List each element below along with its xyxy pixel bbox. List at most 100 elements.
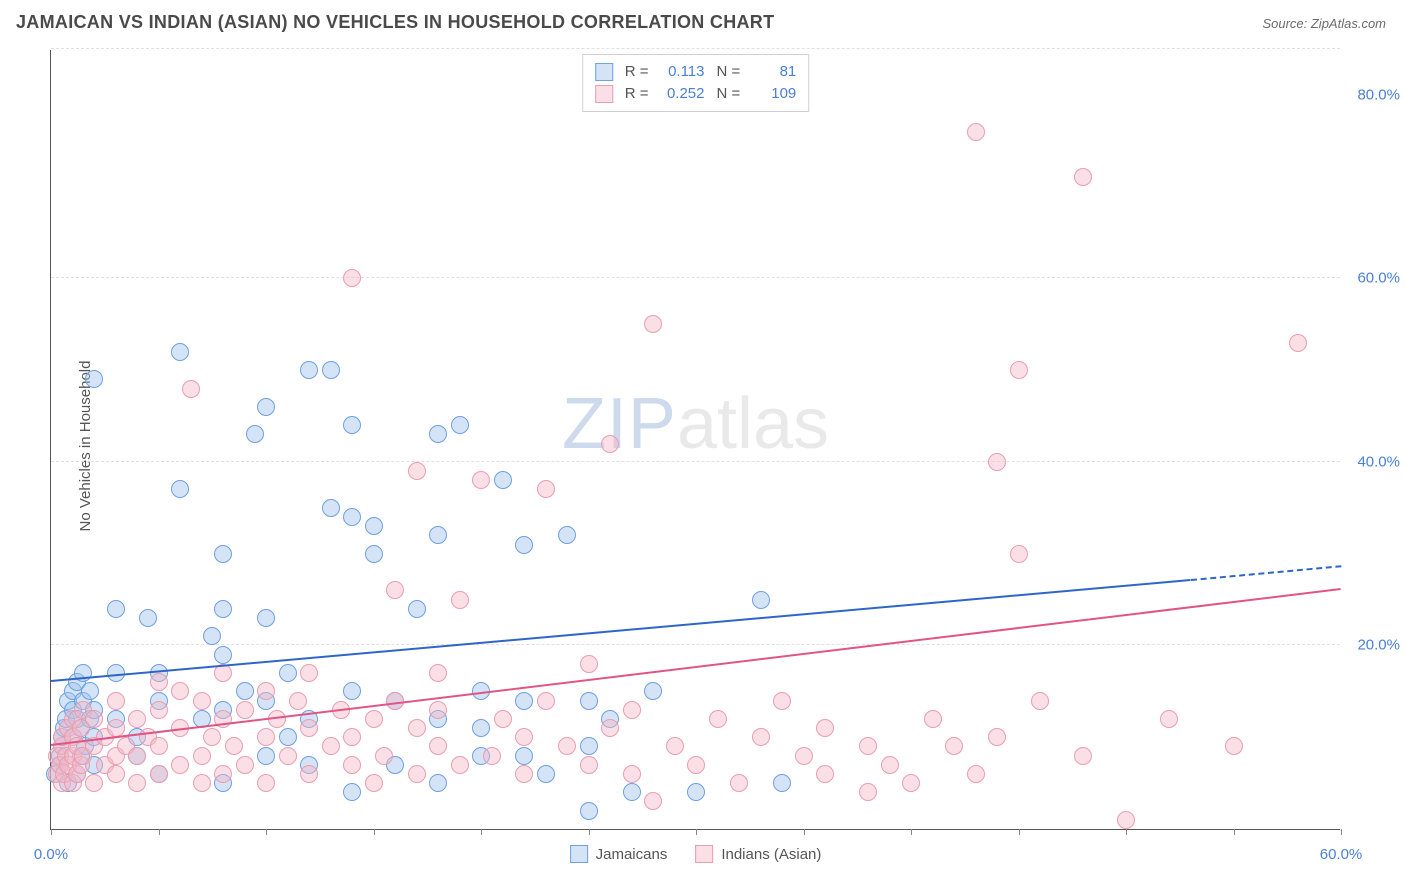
- data-point-indians: [795, 747, 813, 765]
- data-point-indians: [537, 480, 555, 498]
- data-point-indians: [472, 471, 490, 489]
- x-tick: [1341, 829, 1342, 835]
- x-tick: [481, 829, 482, 835]
- data-point-jamaicans: [494, 471, 512, 489]
- y-tick-label: 20.0%: [1357, 637, 1400, 654]
- data-point-indians: [257, 682, 275, 700]
- data-point-indians: [408, 462, 426, 480]
- data-point-indians: [1117, 811, 1135, 829]
- series-legend-item-indians: Indians (Asian): [695, 845, 821, 863]
- data-point-indians: [881, 756, 899, 774]
- data-point-jamaicans: [343, 682, 361, 700]
- data-point-jamaicans: [257, 609, 275, 627]
- data-point-indians: [236, 701, 254, 719]
- data-point-indians: [1289, 334, 1307, 352]
- data-point-indians: [225, 737, 243, 755]
- n-label: N =: [717, 83, 741, 105]
- data-point-indians: [483, 747, 501, 765]
- data-point-indians: [128, 710, 146, 728]
- x-tick: [1126, 829, 1127, 835]
- data-point-indians: [1225, 737, 1243, 755]
- x-tick-label: 60.0%: [1320, 846, 1363, 863]
- data-point-indians: [150, 737, 168, 755]
- data-point-jamaicans: [214, 646, 232, 664]
- x-tick-label: 0.0%: [34, 846, 68, 863]
- data-point-indians: [967, 765, 985, 783]
- watermark-zip: ZIP: [562, 384, 677, 464]
- data-point-indians: [988, 728, 1006, 746]
- data-point-indians: [494, 710, 512, 728]
- data-point-indians: [644, 792, 662, 810]
- x-tick: [696, 829, 697, 835]
- data-point-indians: [601, 719, 619, 737]
- data-point-jamaicans: [171, 480, 189, 498]
- data-point-indians: [859, 783, 877, 801]
- data-point-indians: [85, 774, 103, 792]
- data-point-indians: [644, 315, 662, 333]
- data-point-jamaicans: [107, 600, 125, 618]
- data-point-jamaicans: [429, 774, 447, 792]
- data-point-jamaicans: [365, 517, 383, 535]
- plot-area: ZIPatlas R =0.113N =81R =0.252N =109 Jam…: [50, 50, 1340, 830]
- series-legend-item-jamaicans: Jamaicans: [570, 845, 668, 863]
- data-point-jamaicans: [623, 783, 641, 801]
- data-point-indians: [365, 774, 383, 792]
- data-point-indians: [150, 701, 168, 719]
- legend-swatch: [595, 63, 613, 81]
- data-point-indians: [1031, 692, 1049, 710]
- gridline: [51, 277, 1340, 278]
- data-point-indians: [365, 710, 383, 728]
- n-label: N =: [717, 61, 741, 83]
- data-point-indians: [343, 756, 361, 774]
- n-value: 109: [748, 83, 796, 105]
- r-value: 0.113: [657, 61, 705, 83]
- data-point-indians: [752, 728, 770, 746]
- data-point-indians: [300, 719, 318, 737]
- r-value: 0.252: [657, 83, 705, 105]
- data-point-indians: [451, 756, 469, 774]
- data-point-indians: [816, 719, 834, 737]
- data-point-indians: [193, 692, 211, 710]
- data-point-indians: [429, 737, 447, 755]
- data-point-indians: [687, 756, 705, 774]
- series-legend-label: Jamaicans: [596, 846, 668, 863]
- x-tick: [51, 829, 52, 835]
- data-point-jamaicans: [214, 545, 232, 563]
- data-point-jamaicans: [365, 545, 383, 563]
- data-point-jamaicans: [515, 747, 533, 765]
- data-point-indians: [515, 765, 533, 783]
- data-point-indians: [967, 123, 985, 141]
- data-point-jamaicans: [451, 416, 469, 434]
- data-point-indians: [279, 747, 297, 765]
- data-point-indians: [451, 591, 469, 609]
- data-point-jamaicans: [472, 719, 490, 737]
- data-point-indians: [107, 692, 125, 710]
- data-point-jamaicans: [580, 802, 598, 820]
- series-legend-label: Indians (Asian): [721, 846, 821, 863]
- watermark-atlas: atlas: [677, 384, 829, 464]
- trend-line: [51, 588, 1341, 746]
- data-point-indians: [408, 765, 426, 783]
- data-point-jamaicans: [515, 536, 533, 554]
- data-point-indians: [558, 737, 576, 755]
- data-point-jamaicans: [343, 508, 361, 526]
- stats-legend-row-jamaicans: R =0.113N =81: [595, 61, 797, 83]
- x-tick: [374, 829, 375, 835]
- stats-legend: R =0.113N =81R =0.252N =109: [582, 54, 810, 112]
- data-point-jamaicans: [558, 526, 576, 544]
- data-point-indians: [623, 701, 641, 719]
- data-point-indians: [107, 765, 125, 783]
- data-point-jamaicans: [85, 370, 103, 388]
- data-point-indians: [236, 756, 254, 774]
- data-point-jamaicans: [246, 425, 264, 443]
- data-point-jamaicans: [257, 747, 275, 765]
- data-point-indians: [1010, 545, 1028, 563]
- r-label: R =: [625, 61, 649, 83]
- data-point-jamaicans: [214, 600, 232, 618]
- data-point-indians: [730, 774, 748, 792]
- y-tick-label: 80.0%: [1357, 86, 1400, 103]
- data-point-indians: [300, 765, 318, 783]
- data-point-indians: [193, 774, 211, 792]
- data-point-indians: [289, 692, 307, 710]
- data-point-indians: [85, 710, 103, 728]
